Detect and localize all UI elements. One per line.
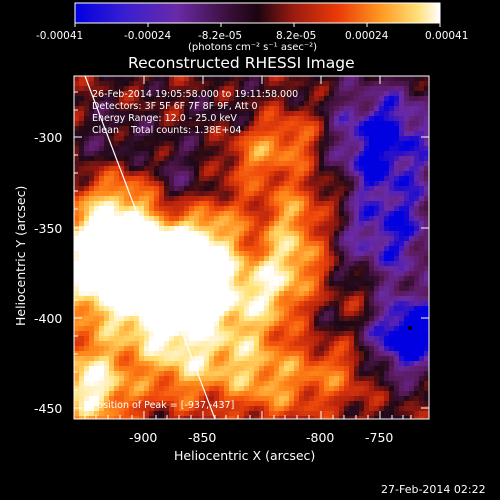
colorbar-tick-label: 8.2e-05 bbox=[276, 30, 316, 42]
time-range-text: 26-Feb-2014 19:05:58.000 to 19:11:58.000 bbox=[92, 89, 298, 100]
reconstructed-image bbox=[74, 76, 429, 419]
x-tick-label: -800 bbox=[306, 430, 334, 445]
colorbar-tick-label: 0.00024 bbox=[345, 30, 389, 42]
plot-frame bbox=[73, 75, 430, 420]
colorbar-tick-label: 0.00041 bbox=[425, 30, 468, 42]
colorbar-unit-label: (photons cm⁻² s⁻¹ asec⁻²) bbox=[188, 42, 317, 53]
solar-limb-line bbox=[84, 76, 216, 419]
peak-position-text: Position of Peak = [-937,-437] bbox=[92, 400, 234, 411]
x-tick-label: -750 bbox=[365, 430, 393, 445]
y-axis-ticks bbox=[74, 91, 429, 409]
y-tick-label: -300 bbox=[34, 130, 62, 145]
colorbar-ticks bbox=[74, 23, 441, 27]
colorbar bbox=[74, 2, 441, 24]
colorbar-tick-label: -0.00041 bbox=[36, 30, 83, 42]
plot-title: Reconstructed RHESSI Image bbox=[128, 54, 355, 72]
x-axis-ticks bbox=[84, 76, 412, 419]
footer-timestamp: 27-Feb-2014 02:22 bbox=[381, 483, 486, 496]
x-axis-label: Heliocentric X (arcsec) bbox=[174, 448, 315, 463]
method-counts-text: Clean Total counts: 1.38E+04 bbox=[92, 125, 241, 136]
y-tick-label: -350 bbox=[34, 221, 62, 236]
x-tick-label: -850 bbox=[188, 430, 216, 445]
y-tick-label: -450 bbox=[34, 401, 62, 416]
peak-marker bbox=[408, 326, 412, 330]
info-block: 26-Feb-2014 19:05:58.000 to 19:11:58.000… bbox=[92, 89, 298, 136]
y-tick-label: -400 bbox=[34, 311, 62, 326]
x-tick-label: -900 bbox=[129, 430, 157, 445]
colorbar-tick-label: -8.2e-05 bbox=[198, 30, 242, 42]
colorbar-tick-label: -0.00024 bbox=[124, 30, 172, 42]
detectors-text: Detectors: 3F 5F 6F 7F 8F 9F, Att 0 bbox=[92, 101, 258, 112]
y-axis-label: Heliocentric Y (arcsec) bbox=[13, 186, 28, 326]
energy-range-text: Energy Range: 12.0 - 25.0 keV bbox=[92, 113, 237, 124]
